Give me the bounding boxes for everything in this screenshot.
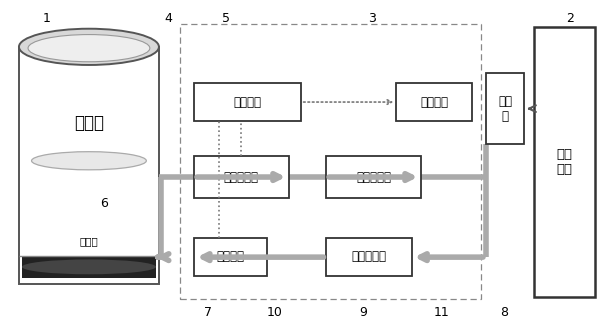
- Text: 进气开关: 进气开关: [217, 251, 245, 263]
- Text: 10: 10: [267, 306, 282, 319]
- Text: 2: 2: [566, 12, 573, 25]
- Text: 3: 3: [368, 12, 376, 25]
- Text: 4: 4: [164, 12, 172, 25]
- Bar: [534, 27, 595, 297]
- Text: 6: 6: [100, 197, 108, 210]
- Text: 1: 1: [43, 12, 50, 25]
- Bar: [194, 83, 301, 121]
- Bar: [486, 73, 524, 144]
- Bar: [194, 156, 289, 199]
- Bar: [180, 24, 481, 299]
- Text: 显示面板: 显示面板: [420, 96, 448, 109]
- Text: 7: 7: [204, 306, 212, 319]
- Text: 11: 11: [434, 306, 450, 319]
- Ellipse shape: [32, 152, 146, 170]
- Text: 控制装置: 控制装置: [234, 96, 262, 109]
- Bar: [22, 256, 156, 278]
- Text: 9: 9: [359, 306, 367, 319]
- Text: 气体流量计: 气体流量计: [351, 251, 386, 263]
- Ellipse shape: [22, 260, 156, 274]
- Bar: [396, 83, 472, 121]
- Text: 培养室: 培养室: [74, 114, 104, 132]
- Text: 5: 5: [222, 12, 230, 25]
- Text: 减压
阀: 减压 阀: [498, 95, 512, 123]
- Text: 预混
气体: 预混 气体: [556, 148, 572, 176]
- Bar: [194, 238, 267, 276]
- Ellipse shape: [19, 29, 159, 65]
- Text: 恒温板: 恒温板: [79, 236, 98, 246]
- Ellipse shape: [28, 34, 150, 62]
- Text: 8: 8: [501, 306, 509, 319]
- Text: 针孔排气阀: 针孔排气阀: [356, 170, 391, 183]
- Bar: [19, 47, 159, 284]
- Text: 压力感应器: 压力感应器: [224, 170, 259, 183]
- Bar: [326, 156, 421, 199]
- Bar: [326, 238, 412, 276]
